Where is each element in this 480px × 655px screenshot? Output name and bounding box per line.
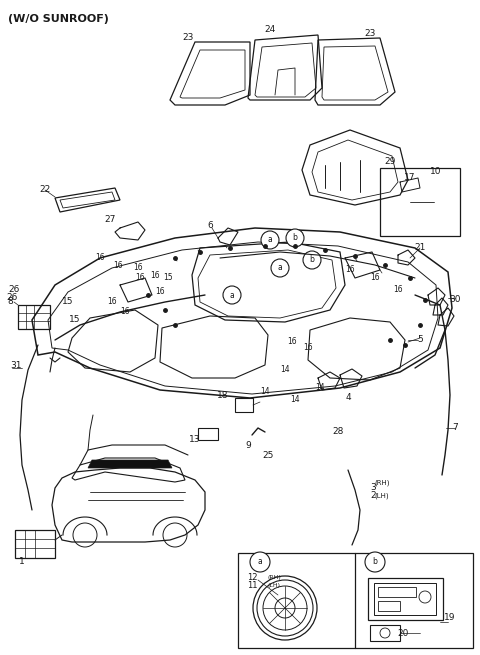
Bar: [380, 168, 460, 236]
Text: b: b: [310, 255, 314, 265]
Text: a: a: [268, 236, 272, 244]
Bar: [235, 398, 253, 412]
Bar: [198, 428, 218, 440]
Text: (RH): (RH): [374, 479, 389, 486]
Text: 29: 29: [384, 157, 396, 166]
Text: 16: 16: [113, 261, 123, 269]
Text: 16: 16: [135, 274, 145, 282]
Text: 19: 19: [444, 614, 456, 622]
Text: b: b: [372, 557, 377, 567]
Circle shape: [223, 286, 241, 304]
Text: 15: 15: [163, 274, 173, 282]
Circle shape: [286, 229, 304, 247]
Polygon shape: [88, 460, 172, 468]
Text: 28: 28: [332, 428, 344, 436]
Text: 4: 4: [345, 394, 351, 403]
Text: 30: 30: [449, 295, 461, 305]
Bar: [378, 587, 416, 597]
Text: (W/O SUNROOF): (W/O SUNROOF): [8, 14, 109, 24]
Text: 24: 24: [264, 26, 276, 35]
Text: (LH): (LH): [268, 582, 281, 588]
Text: 26: 26: [8, 286, 20, 295]
Text: 31: 31: [10, 360, 22, 369]
Text: 15: 15: [62, 297, 74, 307]
Circle shape: [303, 251, 321, 269]
Text: 1: 1: [19, 557, 25, 567]
Text: 10: 10: [430, 168, 442, 176]
Text: 7: 7: [452, 424, 458, 432]
Text: 16: 16: [287, 337, 297, 346]
Text: 21: 21: [414, 244, 426, 252]
Text: 8: 8: [7, 297, 13, 307]
Text: b: b: [293, 233, 298, 242]
Text: 9: 9: [245, 441, 251, 449]
Text: (RH): (RH): [268, 574, 282, 580]
Text: 6: 6: [207, 221, 213, 229]
Text: 23: 23: [364, 29, 376, 37]
Text: 13: 13: [189, 436, 201, 445]
Text: 23: 23: [182, 33, 194, 43]
Bar: [378, 601, 400, 611]
Text: 16: 16: [150, 271, 160, 280]
Text: 16: 16: [155, 288, 165, 297]
Text: 3: 3: [370, 483, 376, 493]
Text: 25: 25: [262, 451, 274, 460]
Circle shape: [250, 552, 270, 572]
Text: 20: 20: [397, 629, 408, 637]
Text: 11: 11: [248, 580, 258, 590]
Text: a: a: [258, 557, 263, 567]
Text: 14: 14: [290, 396, 300, 405]
Bar: [374, 583, 436, 615]
Text: a: a: [229, 291, 234, 299]
Text: 16: 16: [120, 307, 130, 316]
Text: a: a: [277, 263, 282, 272]
Text: 16: 16: [393, 286, 403, 295]
Text: 14: 14: [260, 388, 270, 396]
Text: 16: 16: [345, 265, 355, 274]
Circle shape: [365, 552, 385, 572]
Bar: [18, 305, 50, 329]
Text: 18: 18: [216, 390, 228, 400]
Text: 15: 15: [69, 316, 81, 324]
Text: 16: 16: [107, 297, 117, 307]
Text: 12: 12: [248, 572, 258, 582]
Text: 26: 26: [6, 293, 18, 303]
Text: 14: 14: [315, 383, 325, 392]
Text: 27: 27: [104, 215, 116, 225]
Bar: [15, 530, 55, 558]
Text: 14: 14: [280, 365, 290, 375]
Bar: [368, 578, 443, 620]
Text: 5: 5: [417, 335, 423, 345]
Circle shape: [271, 259, 289, 277]
Text: (LH): (LH): [374, 493, 389, 499]
Text: 16: 16: [133, 263, 143, 272]
Text: 2: 2: [370, 491, 376, 500]
Circle shape: [261, 231, 279, 249]
Text: 16: 16: [370, 274, 380, 282]
Text: 16: 16: [95, 253, 105, 263]
Text: 22: 22: [39, 185, 50, 195]
Text: 17: 17: [404, 174, 416, 183]
Bar: [238, 553, 473, 648]
Bar: [370, 625, 400, 641]
Text: 16: 16: [303, 343, 313, 352]
